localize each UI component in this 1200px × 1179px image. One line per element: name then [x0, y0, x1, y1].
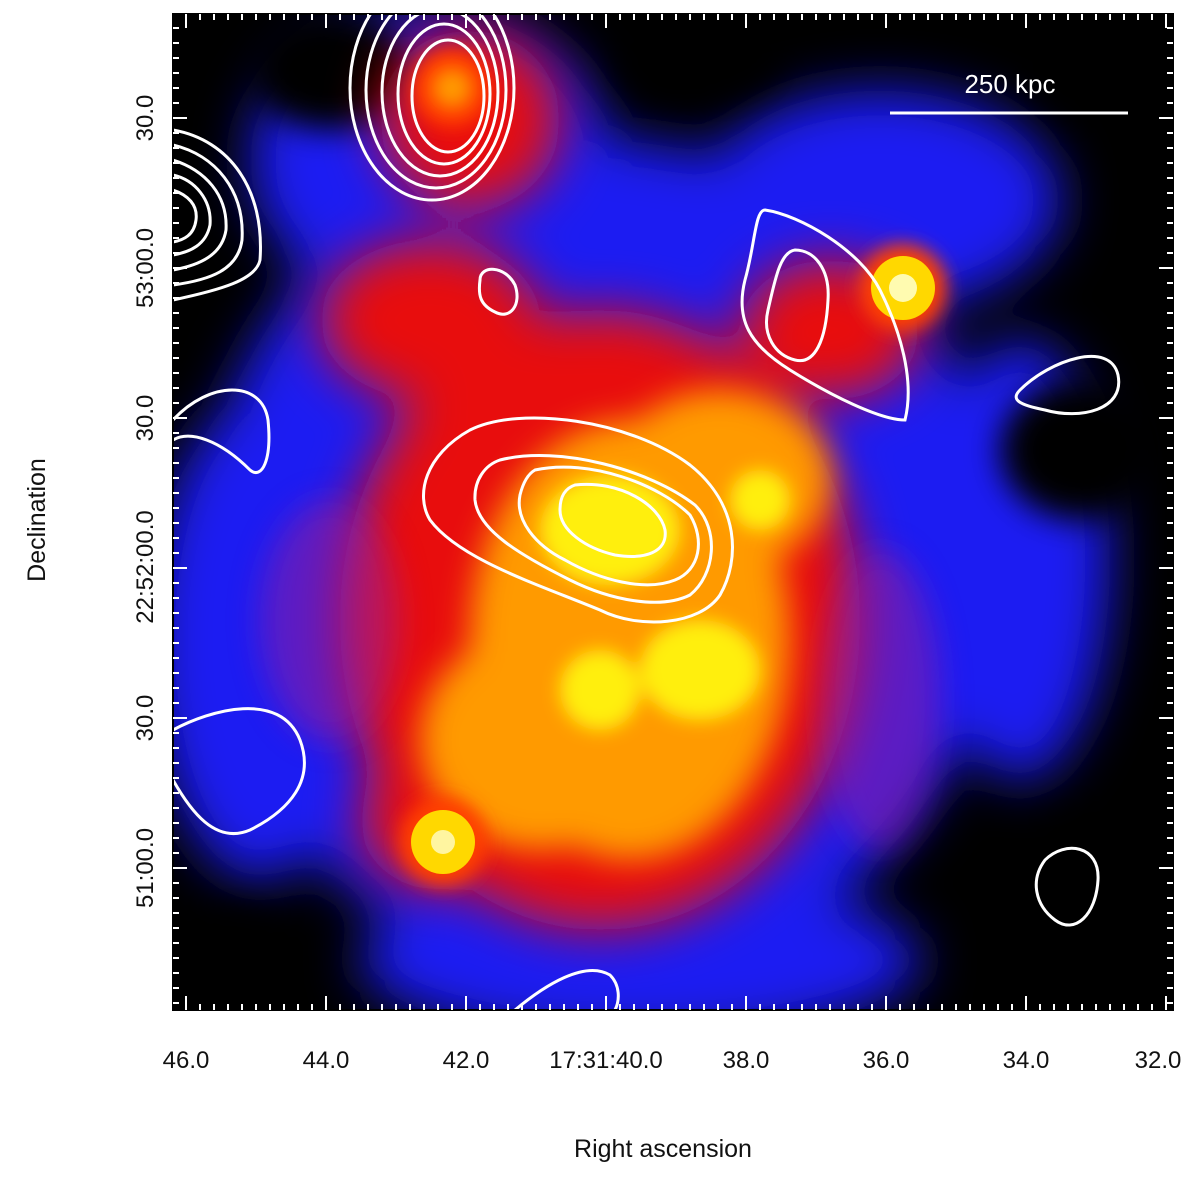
contour-group-top	[348, 14, 516, 202]
y-tick-label: 53:00.0	[132, 228, 159, 308]
contour-group-left-edge	[173, 128, 271, 474]
axis-ticks	[173, 14, 1173, 1010]
point-source-sw	[399, 798, 487, 886]
y-tick-label: 30.0	[132, 395, 159, 442]
y-axis-title: Declination	[23, 458, 51, 582]
point-source-nw	[412, 48, 492, 128]
scale-bar: 250 kpc	[890, 69, 1128, 115]
contour-group-ne	[740, 208, 910, 422]
x-tick-label: 42.0	[443, 1047, 490, 1074]
x-tick-label: 38.0	[723, 1047, 770, 1074]
y-tick-labels: 30.0 53:00.0 30.0 22:52:00.0 30.0 51:00.…	[132, 95, 159, 908]
plot-frame	[172, 13, 1174, 1011]
x-tick-label: 32.0	[1135, 1047, 1182, 1074]
y-tick-label: 22:52:00.0	[132, 510, 159, 623]
contour-bottom-arc	[514, 969, 620, 1010]
xray-emission-image	[173, 14, 1173, 1010]
contour-group-center	[422, 416, 734, 624]
radio-contours	[173, 14, 1121, 1010]
x-tick-label: 44.0	[303, 1047, 350, 1074]
contour-sw-loop	[173, 707, 306, 836]
x-tick-labels: 46.0 44.0 42.0 17:31:40.0 38.0 36.0 34.0…	[163, 1047, 1182, 1074]
x-tick-label: 36.0	[863, 1047, 910, 1074]
contour-se-loop	[1034, 846, 1100, 927]
y-tick-label: 51:00.0	[132, 828, 159, 908]
y-tick-label: 30.0	[132, 95, 159, 142]
contour-small-loop	[477, 267, 519, 316]
x-tick-label: 17:31:40.0	[549, 1047, 662, 1074]
x-axis-title: Right ascension	[574, 1135, 752, 1163]
scale-bar-label: 250 kpc	[964, 69, 1055, 99]
contour-east-loop	[1014, 355, 1121, 416]
x-tick-label: 34.0	[1003, 1047, 1050, 1074]
x-tick-label: 46.0	[163, 1047, 210, 1074]
point-source-ne	[859, 244, 947, 332]
y-tick-label: 30.0	[132, 695, 159, 742]
